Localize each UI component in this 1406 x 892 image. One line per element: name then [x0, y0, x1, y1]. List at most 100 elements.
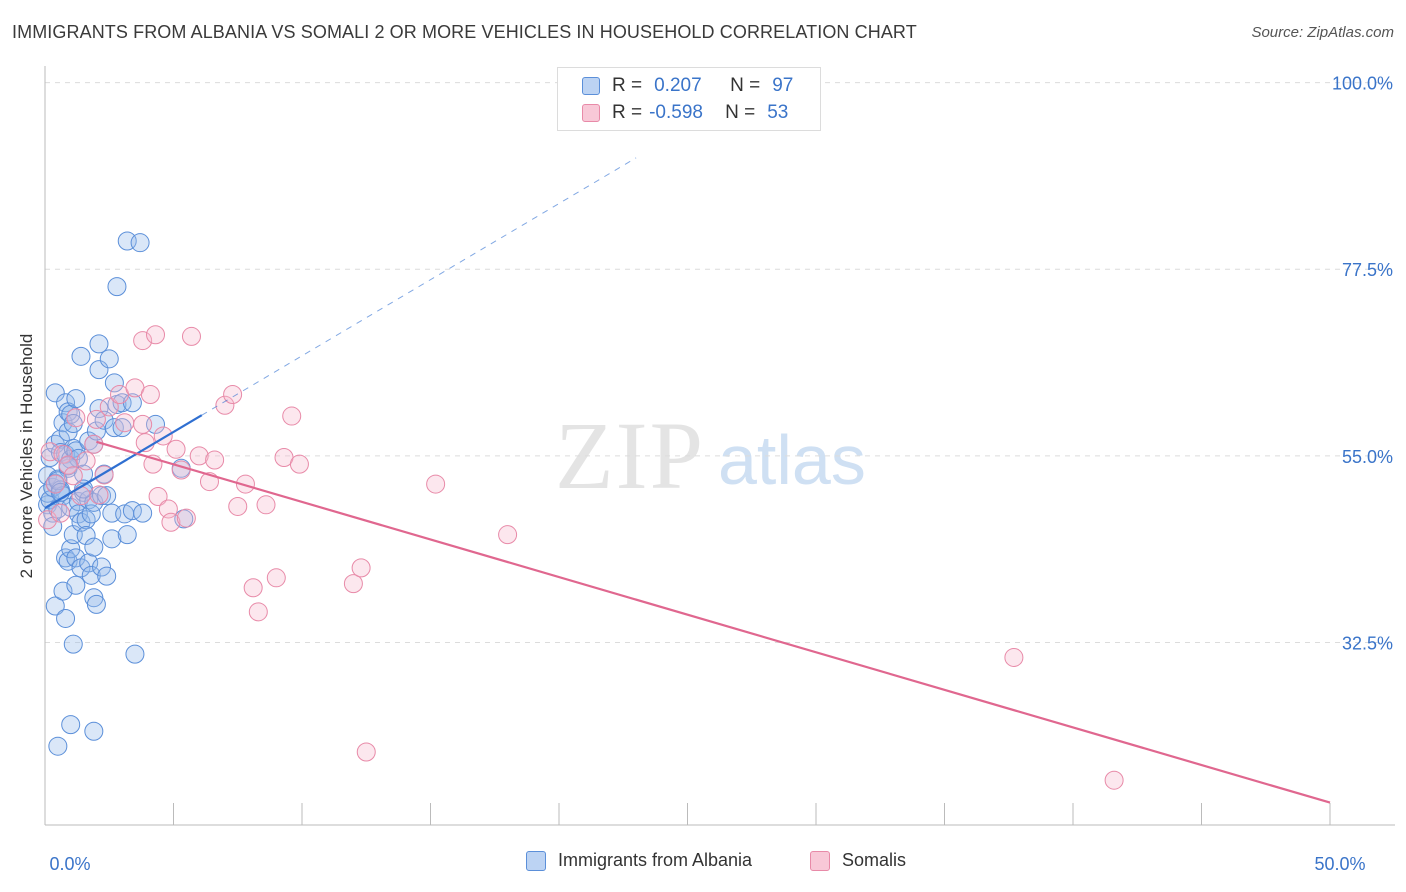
- albania-point: [81, 504, 101, 524]
- y-tick-label: 100.0%: [1332, 74, 1393, 94]
- n-value: 97: [772, 75, 794, 96]
- series-legend: Immigrants from Albania Somalis: [0, 850, 1406, 878]
- albania-point: [38, 466, 58, 486]
- albania-point: [50, 429, 70, 449]
- albania-trend-extension: [201, 157, 637, 416]
- somalis-point: [266, 568, 286, 588]
- somalis-point: [66, 408, 86, 428]
- somalis-point: [99, 397, 119, 417]
- legend-item-albania: Immigrants from Albania: [526, 850, 752, 871]
- y-tick-label: 77.5%: [1342, 260, 1393, 280]
- albania-point: [81, 565, 101, 585]
- somalis-point: [189, 446, 209, 466]
- albania-point: [71, 346, 91, 366]
- albania-point: [66, 575, 86, 595]
- somalis-point: [282, 406, 302, 426]
- stats-row-somalis: R = -0.598 N = 53: [582, 101, 788, 125]
- somalis-point: [228, 496, 248, 516]
- somalis-point: [146, 325, 166, 345]
- albania-point: [125, 644, 145, 664]
- y-tick-label: 55.0%: [1342, 447, 1393, 467]
- somalis-point: [53, 444, 73, 464]
- legend-label-somalis: Somalis: [842, 850, 907, 870]
- albania-point: [48, 736, 68, 756]
- somalis-point: [243, 578, 263, 598]
- somalis-point: [498, 525, 518, 545]
- somalis-point: [176, 508, 196, 528]
- albania-point: [99, 349, 119, 369]
- legend-item-somalis: Somalis: [810, 850, 906, 871]
- somalis-point: [63, 466, 83, 486]
- somalis-point: [351, 558, 371, 578]
- somalis-trend-line: [96, 440, 1331, 804]
- albania-point: [53, 413, 73, 433]
- somalis-point: [86, 409, 106, 429]
- albania-point: [104, 418, 124, 438]
- somalis-legend-swatch: [810, 850, 830, 871]
- somalis-point: [235, 474, 255, 494]
- albania-point: [84, 721, 104, 741]
- albania-point: [76, 510, 96, 530]
- somalis-point: [248, 602, 268, 622]
- albania-point: [112, 418, 132, 438]
- n-value: 53: [767, 102, 789, 123]
- somalis-point: [289, 454, 309, 474]
- somalis-point: [89, 485, 109, 505]
- r-label: R =: [612, 102, 643, 123]
- albania-point: [53, 581, 73, 601]
- r-value: -0.598: [649, 102, 703, 123]
- albania-point: [79, 431, 99, 451]
- somalis-point: [140, 384, 160, 404]
- r-label: R =: [612, 75, 643, 96]
- somalis-point: [343, 574, 363, 594]
- albania-point: [68, 448, 88, 468]
- somalis-point: [256, 495, 276, 515]
- albania-point: [84, 537, 104, 557]
- albania-point: [104, 373, 124, 393]
- albania-point: [117, 525, 137, 545]
- albania-point: [97, 486, 117, 506]
- albania-point: [66, 548, 86, 568]
- somalis-swatch: [582, 104, 600, 122]
- legend-label-albania: Immigrants from Albania: [558, 850, 753, 870]
- chart-title: IMMIGRANTS FROM ALBANIA VS SOMALI 2 OR M…: [12, 22, 917, 42]
- albania-point: [102, 529, 122, 549]
- somalis-point: [215, 395, 235, 415]
- albania-point: [56, 548, 76, 568]
- n-label: N =: [725, 102, 756, 123]
- albania-swatch: [582, 77, 600, 95]
- albania-point: [133, 503, 153, 523]
- somalis-point: [50, 503, 70, 523]
- somalis-point: [133, 414, 153, 434]
- albania-legend-swatch: [526, 850, 546, 871]
- albania-point: [56, 608, 76, 628]
- source-credit: Source: ZipAtlas.com: [1251, 24, 1394, 41]
- albania-point: [89, 334, 109, 354]
- albania-point: [86, 594, 106, 614]
- somalis-point: [181, 326, 201, 346]
- watermark-atlas: atlas: [718, 421, 866, 499]
- somalis-point: [115, 413, 135, 433]
- somalis-point: [58, 455, 78, 475]
- albania-point: [48, 471, 68, 491]
- albania-point: [92, 557, 112, 577]
- albania-point: [66, 389, 86, 409]
- x-tick-label: 50.0%: [1314, 854, 1365, 874]
- r-value: 0.207: [654, 75, 702, 96]
- albania-point: [107, 277, 127, 297]
- stats-legend: R = 0.207 N = 97 R = -0.598 N = 53: [557, 67, 821, 131]
- albania-point: [76, 526, 96, 546]
- somalis-point: [133, 331, 153, 351]
- albania-point: [130, 233, 150, 253]
- somalis-point: [76, 451, 96, 471]
- albania-point: [63, 634, 83, 654]
- somalis-point: [205, 450, 225, 470]
- albania-point: [45, 596, 65, 616]
- somalis-point: [45, 474, 65, 494]
- somalis-point: [148, 487, 168, 507]
- x-tick-label: 0.0%: [49, 854, 90, 874]
- somalis-point: [356, 742, 376, 762]
- somalis-point: [166, 439, 186, 459]
- n-label: N =: [730, 75, 761, 96]
